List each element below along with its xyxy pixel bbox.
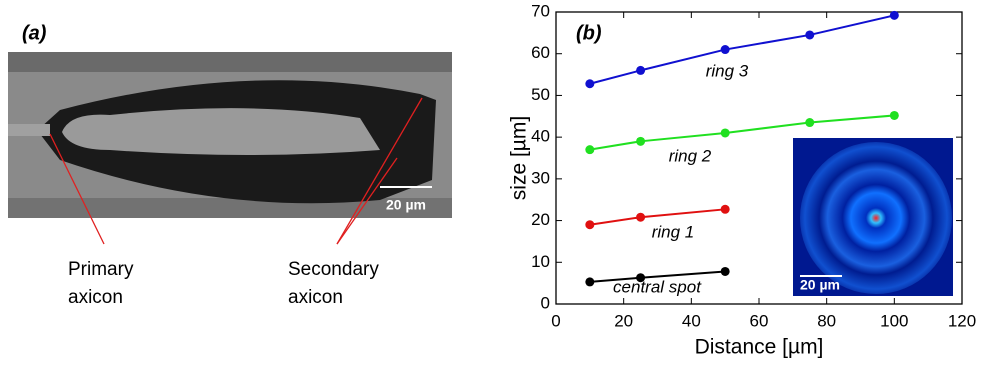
y-tick-label: 0 bbox=[541, 293, 550, 312]
y-tick-label: 10 bbox=[531, 252, 550, 271]
x-tick-label: 80 bbox=[817, 311, 836, 330]
annotation: Primary bbox=[68, 259, 134, 280]
x-tick-label: 60 bbox=[750, 311, 769, 330]
series-label: central spot bbox=[613, 277, 702, 296]
data-point bbox=[720, 45, 730, 55]
data-point bbox=[636, 212, 646, 222]
chart: 0 20 40 60 80 100 120 0 10 20 30 40 50 60 70 Distance [… bbox=[508, 1, 977, 358]
x-tick-label: 40 bbox=[682, 311, 701, 330]
data-point bbox=[636, 273, 646, 283]
data-point bbox=[720, 204, 730, 214]
panel-label: (b) bbox=[576, 22, 602, 44]
micrograph: 20 µm bbox=[8, 52, 452, 245]
y-tick-label: 50 bbox=[531, 85, 550, 104]
plot-frame bbox=[555, 11, 963, 305]
annotation: axicon bbox=[288, 287, 343, 308]
data-point bbox=[585, 79, 595, 89]
data-point bbox=[636, 136, 646, 146]
y-tick-label: 40 bbox=[531, 127, 550, 146]
data-point bbox=[585, 277, 595, 287]
y-tick-label: 60 bbox=[531, 43, 550, 62]
data-point bbox=[720, 266, 730, 276]
data-point bbox=[720, 128, 730, 138]
data-point bbox=[636, 65, 646, 75]
data-point bbox=[889, 10, 899, 20]
series-label: ring 3 bbox=[706, 61, 749, 80]
y-tick-label: 70 bbox=[531, 1, 550, 20]
x-axis-label: Distance [µm] bbox=[695, 336, 824, 359]
scale-bar-label: 20 µm bbox=[386, 197, 426, 213]
inset-rings bbox=[800, 142, 952, 294]
panel-label: (a) bbox=[22, 22, 47, 44]
annotation: Secondary bbox=[288, 259, 379, 280]
data-point bbox=[805, 118, 815, 128]
data-point bbox=[805, 30, 815, 40]
y-tick-label: 30 bbox=[531, 168, 550, 187]
series-label: ring 2 bbox=[669, 146, 712, 165]
y-tick-label: 20 bbox=[531, 210, 550, 229]
y-axis-label: size [µm] bbox=[508, 116, 531, 200]
x-tick-label: 120 bbox=[948, 311, 976, 330]
x-tick-label: 0 bbox=[551, 311, 560, 330]
inset-scale-label: 20 µm bbox=[800, 277, 840, 293]
data-point bbox=[585, 220, 595, 230]
x-tick-label: 20 bbox=[614, 311, 633, 330]
x-tick-label: 100 bbox=[880, 311, 908, 330]
data-point bbox=[889, 110, 899, 120]
annotation: axicon bbox=[68, 287, 123, 308]
data-point bbox=[585, 145, 595, 155]
series-label: ring 1 bbox=[652, 222, 695, 241]
